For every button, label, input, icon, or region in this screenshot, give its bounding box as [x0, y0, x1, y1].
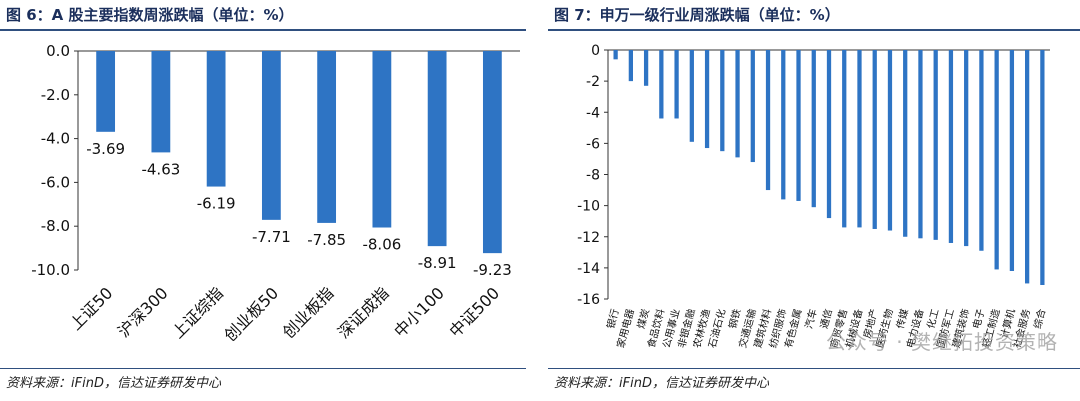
bar [206, 51, 226, 187]
right-source-rule [548, 368, 1080, 369]
bar [826, 50, 832, 219]
bar [903, 50, 908, 237]
category-label: 中证500 [446, 283, 504, 341]
y-tick-label: 0.0 [46, 42, 70, 60]
y-tick-label: -14 [577, 261, 600, 277]
bar [1009, 50, 1015, 271]
category-label: 钢铁 [726, 307, 744, 330]
bar [372, 51, 392, 228]
bar [1025, 50, 1030, 284]
bar [1040, 50, 1045, 285]
y-tick-label: -10 [577, 199, 600, 215]
left-source-rule [0, 368, 526, 369]
category-label: 创业板指 [279, 283, 338, 342]
bar [979, 50, 984, 251]
bar [720, 50, 725, 152]
data-label: -4.63 [141, 160, 180, 178]
bar [796, 50, 801, 201]
y-tick-label: -12 [577, 230, 600, 246]
category-label: 沪深300 [114, 283, 172, 341]
left-chart-title: 图 6：A 股主要指数周涨跌幅（单位：%） [6, 6, 294, 24]
bar [643, 50, 649, 86]
bar [735, 50, 740, 158]
left-bar-chart: 0.0 -2.0 -4.0 -6.0 -8.0 -10.0 -3.69 上证50 -4.63 沪深… [31, 42, 520, 345]
bar [704, 50, 710, 149]
y-tick-label: -6.0 [41, 173, 70, 191]
y-tick-label: -8.0 [41, 217, 70, 235]
right-chart-title: 图 7：申万一级行业周涨跌幅（单位：%） [554, 6, 840, 24]
data-label: -7.85 [307, 231, 346, 249]
bar [689, 50, 694, 142]
y-tick-label: -4 [586, 105, 600, 121]
bar [765, 50, 771, 191]
category-label: 银行 [604, 307, 622, 330]
data-label: -6.19 [197, 195, 236, 213]
bar [96, 51, 116, 132]
bar [781, 50, 786, 200]
y-tick-label: 0 [591, 43, 600, 59]
left-title-rule [0, 29, 526, 31]
right-source-note: 资料来源：iFinD，信达证券研发中心 [554, 376, 769, 391]
bar [659, 50, 664, 119]
left-chart-panel: 图 6：A 股主要指数周涨跌幅（单位：%） 0.0 -2.0 -4.0 -6.0 -8.… [0, 0, 526, 401]
y-tick-label: -2 [586, 74, 600, 90]
right-chart-panel: 图 7：申万一级行业周涨跌幅（单位：%） 0 -2 -4 -6 -8 -10 -12 -14 -… [548, 0, 1080, 401]
category-label: 深证成指 [334, 283, 393, 342]
bar [261, 51, 281, 220]
bar [964, 50, 969, 247]
category-label: 通信 [818, 308, 835, 330]
left-source-note: 资料来源：iFinD，信达证券研发中心 [6, 376, 221, 391]
category-label: 上证综指 [168, 283, 227, 342]
bar [674, 50, 679, 119]
data-label: -8.06 [362, 236, 401, 254]
bar [628, 50, 633, 82]
bar [811, 50, 816, 208]
bar [948, 50, 954, 243]
y-tick-label: -2.0 [41, 86, 70, 104]
bar [842, 50, 847, 228]
category-label: 创业板50 [220, 283, 282, 345]
data-label: -9.23 [473, 261, 512, 279]
category-label: 汽车 [802, 307, 820, 330]
bar [918, 50, 923, 239]
category-label: 中小100 [390, 283, 448, 341]
bar [151, 51, 171, 153]
bar [317, 51, 337, 223]
bar [857, 50, 862, 228]
bar [750, 50, 755, 163]
category-label: 煤炭 [634, 307, 652, 330]
data-label: -7.71 [252, 228, 291, 246]
y-tick-label: -8 [586, 168, 600, 184]
y-tick-label: -4.0 [41, 130, 70, 148]
category-label: 传媒 [894, 308, 911, 330]
watermark: 公众号 · 樊继拓投资策略 [825, 330, 1058, 354]
y-tick-label: -16 [577, 292, 600, 308]
right-title-rule [548, 29, 1080, 31]
data-label: -3.69 [86, 140, 125, 158]
bar [427, 51, 447, 247]
bar [872, 50, 877, 229]
category-label: 上证50 [66, 283, 116, 333]
y-tick-label: -10.0 [31, 261, 70, 279]
bar [482, 51, 502, 254]
bar [887, 50, 893, 231]
bar [933, 50, 938, 240]
bar [994, 50, 999, 270]
bar [613, 50, 618, 60]
y-tick-label: -6 [586, 136, 600, 152]
data-label: -8.91 [418, 254, 457, 272]
